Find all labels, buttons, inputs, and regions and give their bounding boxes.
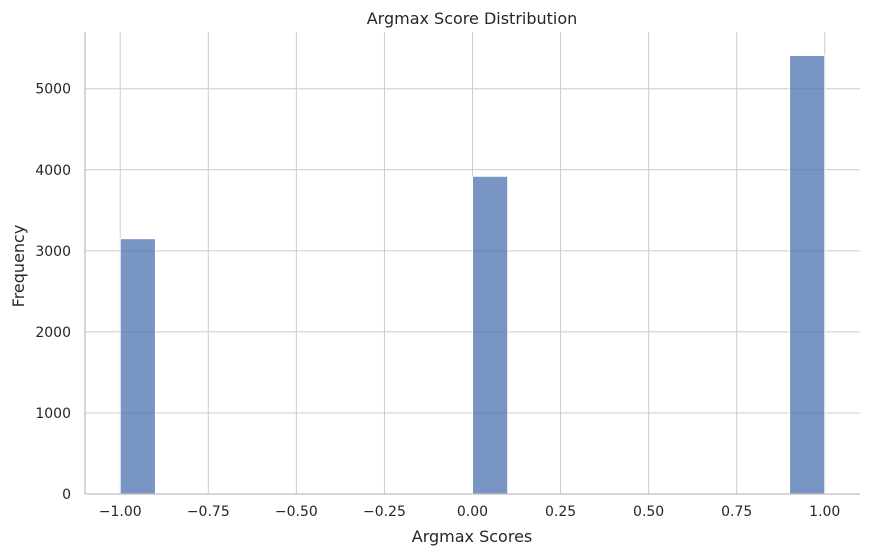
x-tick-label: −0.50 [275, 504, 318, 520]
x-tick-label: 0.75 [721, 504, 752, 520]
x-tick-label: 0.50 [633, 504, 664, 520]
y-tick-label: 2000 [35, 325, 71, 341]
histogram-bar [789, 55, 826, 495]
histogram-bar [119, 238, 156, 495]
y-tick-label: 3000 [35, 244, 71, 260]
x-tick-label: 1.00 [809, 504, 840, 520]
histogram-bar [472, 175, 509, 495]
x-tick-label: 0.00 [457, 504, 488, 520]
bars [119, 55, 826, 495]
y-axis-label: Frequency [9, 225, 28, 308]
x-tick-label: −0.25 [363, 504, 406, 520]
x-tick-label: −0.75 [187, 504, 230, 520]
y-tick-labels: 0 1000 2000 3000 4000 5000 [35, 82, 71, 503]
axes [84, 32, 860, 495]
x-axis-label: Argmax Scores [412, 527, 533, 546]
y-tick-label: 4000 [35, 163, 71, 179]
y-tick-label: 1000 [35, 406, 71, 422]
y-tick-label: 5000 [35, 82, 71, 98]
x-tick-labels: −1.00 −0.75 −0.50 −0.25 0.00 0.25 0.50 0.75 1.00 [99, 504, 841, 520]
chart-title: Argmax Score Distribution [367, 9, 578, 28]
y-tick-label: 0 [62, 487, 71, 503]
x-tick-label: 0.25 [545, 504, 576, 520]
x-tick-label: −1.00 [99, 504, 142, 520]
